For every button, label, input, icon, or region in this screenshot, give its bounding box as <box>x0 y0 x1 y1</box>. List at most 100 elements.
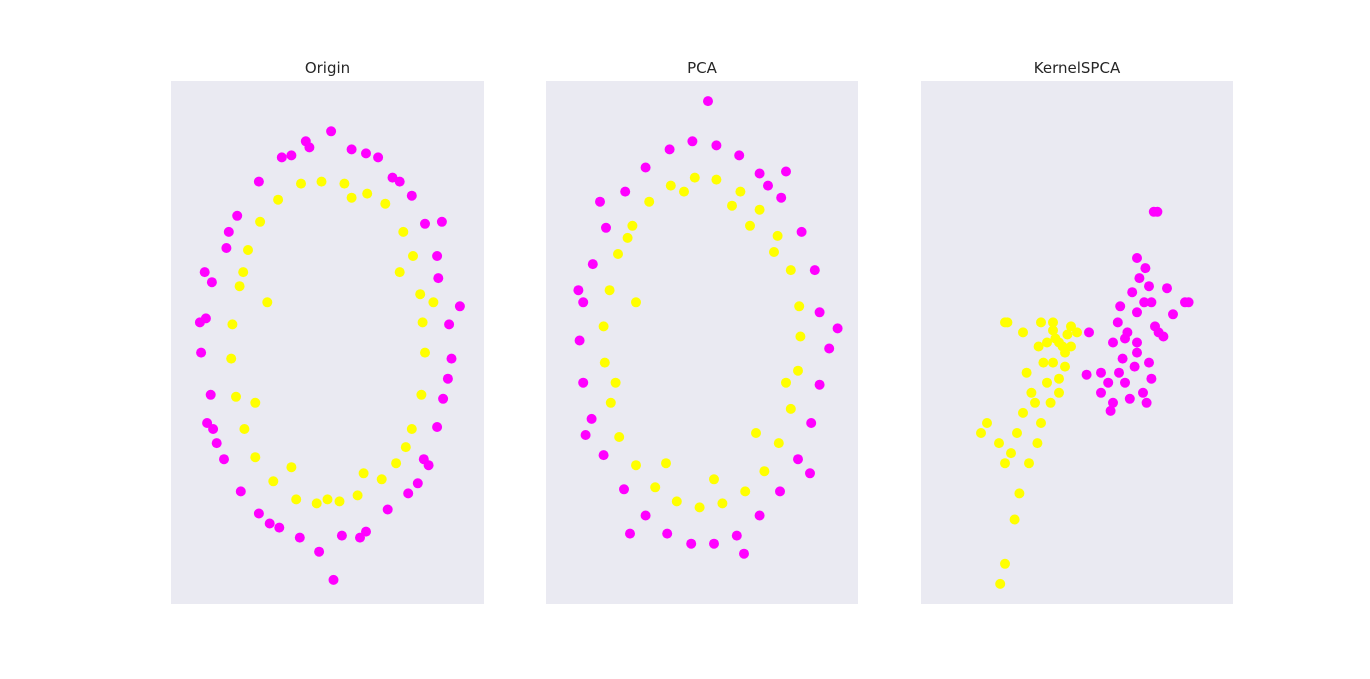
scatter-point-series1-21 <box>1000 558 1010 569</box>
scatter-point-series0-11 <box>232 210 243 221</box>
scatter-point-series0-23 <box>1122 327 1133 338</box>
scatter-point-series1-11 <box>234 281 245 292</box>
scatter-point-series1-8 <box>644 196 655 207</box>
scatter-point-series0-26 <box>1139 297 1150 308</box>
scatter-point-series0-33 <box>454 301 465 312</box>
scatter-point-series0-7 <box>326 126 337 137</box>
scatter-point-series0-1 <box>432 251 443 261</box>
scatter-point-series0-40 <box>264 518 275 529</box>
scatter-point-series0-18 <box>1138 387 1148 398</box>
panel-title-kernelspca: KernelSPCA <box>1033 59 1121 77</box>
scatter-point-series0-29 <box>432 422 443 432</box>
scatter-point-series1-5 <box>711 174 722 185</box>
scatter-point-series1-13 <box>1012 428 1022 438</box>
scatter-point-series1-37 <box>679 186 689 197</box>
scatter-point-series1-26 <box>1050 333 1061 344</box>
scatter-point-series0-34 <box>1127 287 1138 298</box>
scatter-point-series0-31 <box>805 468 815 479</box>
scatter-point-series1-29 <box>1060 361 1070 372</box>
scatter-point-series0-37 <box>223 226 234 237</box>
scatter-point-series1-22 <box>759 466 770 477</box>
scatter-point-series0-17 <box>1120 377 1130 388</box>
scatter-point-series0-21 <box>274 522 285 533</box>
scatter-point-series0-42 <box>423 460 434 471</box>
scatter-point-series1-25 <box>1045 397 1056 408</box>
scatter-point-series1-18 <box>291 494 302 505</box>
scatter-point-series1-1 <box>1002 317 1013 328</box>
panel-title-pca: PCA <box>687 59 717 77</box>
scatter-point-series1-4 <box>1048 325 1058 336</box>
scatter-point-series0-14 <box>1144 357 1154 368</box>
scatter-point-series0-25 <box>775 486 785 497</box>
scatter-point-series1-3 <box>754 204 765 215</box>
scatter-point-series1-34 <box>400 442 411 453</box>
scatter-point-series0-8 <box>664 144 675 155</box>
plot-area-kernelspca <box>921 81 1233 604</box>
scatter-point-series0-38 <box>763 180 773 191</box>
scatter-point-series1-35 <box>622 232 633 243</box>
scatter-point-series0-15 <box>196 347 207 358</box>
scatter-point-series1-17 <box>650 482 661 493</box>
scatter-point-series0-16 <box>1096 367 1106 378</box>
scatter-point-series0-10 <box>253 176 264 187</box>
scatter-point-series0-16 <box>205 389 216 400</box>
scatter-point-series0-27 <box>1146 373 1157 384</box>
scatter-point-series0-10 <box>620 186 631 197</box>
scatter-point-series1-24 <box>1036 418 1046 428</box>
scatter-point-series0-43 <box>442 373 453 384</box>
scatter-point-series1-18 <box>976 428 986 438</box>
scatter-point-series0-3 <box>406 190 417 201</box>
scatter-point-series1-29 <box>769 247 779 257</box>
scatter-point-series0-27 <box>806 418 817 428</box>
scatter-point-series0-22 <box>1117 353 1128 364</box>
scatter-point-series1-22 <box>995 578 1006 589</box>
scatter-point-series1-19 <box>694 502 705 513</box>
scatter-point-series1-28 <box>428 297 439 308</box>
scatter-point-series1-31 <box>1033 341 1044 352</box>
scatter-point-series0-15 <box>578 377 589 388</box>
scatter-point-series1-4 <box>735 186 746 197</box>
scatter-point-series1-23 <box>1024 458 1034 469</box>
scatter-pca <box>573 96 843 559</box>
scatter-point-series0-2 <box>796 226 807 237</box>
scatter-point-series1-23 <box>391 458 402 469</box>
scatter-point-series1-20 <box>334 496 345 507</box>
scatter-point-series0-36 <box>739 548 749 559</box>
scatter-point-series0-5 <box>361 148 371 159</box>
scatter-point-series0-1 <box>1152 206 1163 217</box>
scatter-point-series1-17 <box>268 476 279 487</box>
scatter-point-series0-2 <box>1132 253 1142 263</box>
scatter-point-series1-32 <box>610 377 621 388</box>
scatter-point-series0-12 <box>221 243 232 253</box>
scatter-point-series1-10 <box>1042 377 1052 388</box>
scatter-point-series1-33 <box>727 200 737 211</box>
scatter-point-series1-12 <box>598 321 609 332</box>
scatter-point-series0-8 <box>1168 309 1178 320</box>
plot-area-pca <box>546 81 858 604</box>
scatter-point-series1-25 <box>793 365 803 376</box>
scatter-point-series1-21 <box>352 490 363 501</box>
scatter-point-series1-3 <box>1036 317 1046 328</box>
scatter-point-series0-25 <box>1112 317 1123 328</box>
scatter-point-series0-21 <box>1132 337 1142 348</box>
scatter-point-series1-25 <box>416 389 427 400</box>
scatter-point-series0-23 <box>731 530 742 541</box>
scatter-kernelspca <box>976 206 1194 589</box>
scatter-point-series1-20 <box>717 498 728 509</box>
scatter-point-series1-1 <box>785 265 796 276</box>
scatter-point-series1-26 <box>420 347 430 358</box>
scatter-point-series0-44 <box>328 574 339 585</box>
scatter-point-series0-21 <box>686 538 697 549</box>
scatter-point-series0-49 <box>199 267 210 278</box>
scatter-point-series1-10 <box>613 249 623 259</box>
scatter-point-series0-7 <box>687 136 698 147</box>
scatter-point-series1-0 <box>794 301 805 312</box>
scatter-point-series1-13 <box>599 357 610 368</box>
scatter-point-series1-28 <box>1062 329 1073 340</box>
scatter-point-series0-5 <box>734 150 745 161</box>
scatter-point-series1-38 <box>1048 317 1058 328</box>
scatter-point-series1-15 <box>239 424 250 434</box>
scatter-point-series1-6 <box>689 172 700 183</box>
scatter-point-series1-30 <box>1054 373 1064 384</box>
